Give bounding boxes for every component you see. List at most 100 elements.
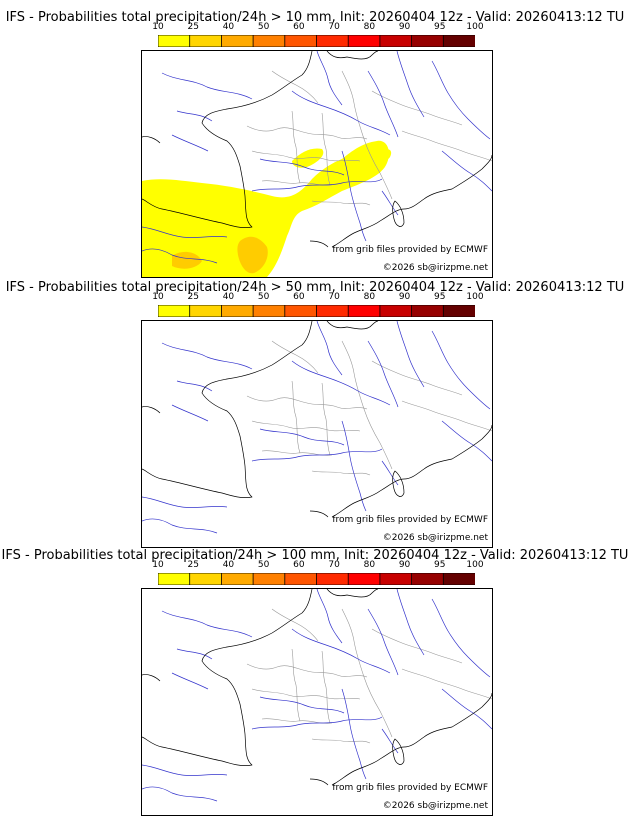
river [161,610,253,638]
colorbar-swatch [158,305,191,317]
river [171,404,209,422]
coastline [142,674,161,682]
colorbar-swatches [158,305,475,317]
colorbar-swatch [442,305,475,317]
colorbar-tick-label: 70 [328,560,340,570]
admin-border [401,400,492,432]
precip-area-10-25 [377,149,392,161]
river [367,70,399,138]
river [176,380,213,392]
colorbar-swatch [252,305,286,317]
river [171,134,209,152]
admin-border [251,150,361,162]
colorbar-swatch [442,573,475,585]
admin-border [311,200,371,206]
colorbar-swatch [221,573,255,585]
colorbar-tick-label: 40 [222,560,235,570]
admin-border [291,648,301,722]
river [259,428,345,446]
colorbar-tick-label: 100 [466,560,484,570]
admin-border [291,110,301,184]
source-credit: from grib files provided by ECMWF [332,515,488,525]
france-map [142,51,492,277]
colorbar-swatches [158,35,475,47]
river [251,178,383,192]
colorbar-tick-label: 25 [187,22,199,32]
colorbar-swatches [158,573,475,585]
colorbar-tick-label: 60 [293,22,305,32]
river [291,90,391,136]
river [367,340,399,408]
river [176,110,213,122]
panel-title: IFS - Probabilities total precipitation/… [5,280,625,295]
map-frame: from grib files provided by ECMWF ©2026 … [141,320,493,548]
precip-area-25-40 [172,251,202,269]
colorbar-tick-label: 40 [222,292,235,302]
admin-border [311,738,371,744]
source-credit: from grib files provided by ECMWF [332,783,488,793]
colorbar: 10 25 40 50 60 70 80 90 95 100 [152,560,484,585]
colorbar-tick-label: 95 [434,22,446,32]
colorbar-swatch [284,305,318,317]
admin-border [371,628,463,664]
colorbar-tick-label: 90 [398,292,411,302]
coastline [142,406,161,414]
colorbar-swatch [284,35,318,47]
map-panel-3: IFS - Probabilities total precipitation/… [0,548,630,816]
colorbar-tick-label: 100 [466,22,484,32]
colorbar-swatch [347,305,381,317]
colorbar-swatch [316,305,350,317]
coastline [309,424,492,518]
admin-border [246,663,368,678]
colorbar-swatch [411,573,445,585]
admin-border [271,70,319,104]
river [441,688,492,730]
river [396,589,425,656]
river [176,648,213,660]
colorbar-swatch [316,35,350,47]
river [142,518,218,534]
coastline [142,589,313,766]
river [381,460,399,486]
admin-border [321,382,331,456]
river [161,342,253,370]
colorbar-swatch [189,35,223,47]
colorbar-swatch [221,35,255,47]
coastline [326,589,379,598]
colorbar-swatch [411,35,445,47]
admin-border [401,668,492,700]
admin-border [341,70,393,200]
coastline [309,154,492,248]
colorbar-tick-label: 10 [152,292,164,302]
map-frame: from grib files provided by ECMWF ©2026 … [141,50,493,278]
admin-border [246,395,368,410]
panel-title: IFS - Probabilities total precipitation/… [1,548,629,563]
river [381,728,399,754]
colorbar-swatch [379,35,413,47]
river [441,420,492,462]
precip-area-25-40 [237,236,268,274]
colorbar-swatch [442,35,475,47]
france-map [142,589,492,802]
colorbar-tick-label: 90 [398,22,411,32]
colorbar-swatch [252,573,286,585]
river [341,420,367,512]
colorbar-tick-label: 80 [363,292,376,302]
colorbar-swatch [379,305,413,317]
admin-border [246,125,368,140]
river [367,608,399,676]
admin-border [321,650,331,724]
coastline [392,738,405,765]
river [251,716,383,730]
admin-border [291,380,301,454]
river [396,321,425,388]
colorbar-swatch [221,305,255,317]
colorbar-tick-label: 50 [257,292,270,302]
colorbar-tick-label: 95 [434,560,446,570]
river [142,496,228,508]
colorbar-tick-label: 60 [293,560,305,570]
admin-border [271,608,319,642]
map-frame: from grib files provided by ECMWF ©2026 … [141,588,493,816]
river [341,150,367,242]
admin-border [341,608,393,738]
